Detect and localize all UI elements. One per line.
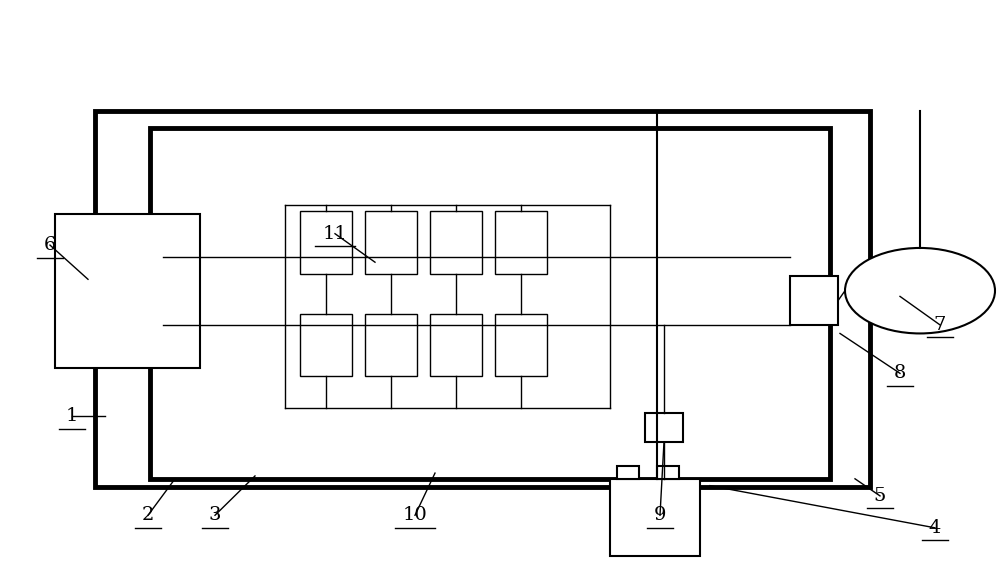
Bar <box>430 211 482 274</box>
Bar <box>790 276 838 325</box>
Text: 1: 1 <box>66 407 78 425</box>
Text: 10: 10 <box>403 506 427 524</box>
Bar <box>645 413 683 442</box>
Bar <box>300 211 352 274</box>
Text: 6: 6 <box>44 236 56 254</box>
Bar <box>365 314 417 376</box>
Bar <box>95 111 870 487</box>
Text: 5: 5 <box>874 487 886 505</box>
Text: 2: 2 <box>142 506 154 524</box>
Bar <box>150 128 830 479</box>
Text: 8: 8 <box>894 364 906 382</box>
Text: 4: 4 <box>929 519 941 537</box>
Bar <box>430 314 482 376</box>
Circle shape <box>845 248 995 333</box>
Bar <box>55 214 200 368</box>
Bar <box>617 466 639 479</box>
Text: 7: 7 <box>934 316 946 334</box>
Bar <box>610 479 700 556</box>
Bar <box>365 211 417 274</box>
Bar <box>300 314 352 376</box>
Text: 11: 11 <box>323 225 347 243</box>
Text: 9: 9 <box>654 506 666 524</box>
Bar <box>495 314 547 376</box>
Text: 3: 3 <box>209 506 221 524</box>
Bar <box>657 466 679 479</box>
Bar <box>495 211 547 274</box>
